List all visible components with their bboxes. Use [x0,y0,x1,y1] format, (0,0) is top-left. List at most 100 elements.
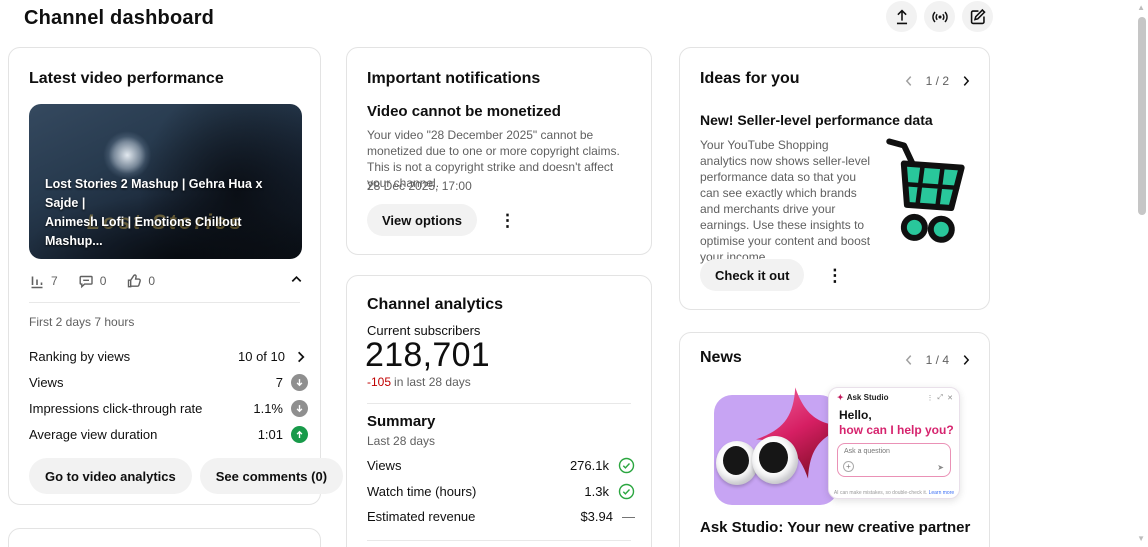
delta-value: -105 [367,375,392,389]
thumbnail-watermark: Lost Stories [86,211,245,234]
chevron-up-icon [291,275,302,282]
collapse-card-button[interactable] [285,268,308,294]
latest-video-performance-card: Latest video performance Lost Stories Lo… [8,47,344,505]
summary-value: 276.1k [569,457,609,473]
edit-icon [970,8,986,24]
upload-video-button[interactable] [886,1,917,32]
news-illustration[interactable]: ✦ Ask Studio ⋮ ⤢ ✕ Hello, how can I help… [710,383,962,509]
notification-body: Your video "28 December 2025" cannot be … [367,128,620,190]
chat-header: ✦ Ask Studio ⋮ ⤢ ✕ [837,393,953,402]
chat-learn-more-link: Learn more [928,490,955,496]
trend-down-icon [291,373,308,391]
topbar-actions [886,1,993,32]
check-it-out-button[interactable]: Check it out [700,259,805,291]
create-post-button[interactable] [962,1,993,32]
metric-label: Views [29,374,64,390]
pager-count: 1 / 2 [925,74,949,88]
summary-period: Last 28 days [367,434,436,448]
current-subscribers-value: 218,701 [365,336,491,374]
chevron-left-icon [905,355,911,365]
news-card: News 1 / 4 [679,332,990,547]
chat-window-controls: ⋮ ⤢ ✕ [927,394,953,402]
chat-input-placeholder: Ask a question [844,448,890,455]
ask-studio-chat-mock: ✦ Ask Studio ⋮ ⤢ ✕ Hello, how can I help… [828,387,960,499]
ideas-pager: 1 / 2 [900,72,975,90]
notification-title: Video cannot be monetized [367,103,561,120]
googly-eye-right [752,436,798,484]
view-options-button[interactable]: View options [367,204,477,236]
summary-row-watch-time: Watch time (hours) 1.3k [367,479,635,503]
chat-close-icon: ✕ [947,394,953,402]
chat-title: Ask Studio [846,393,889,402]
video-thumbnail[interactable]: Lost Stories Lost Stories 2 Mashup | Geh… [29,104,302,259]
pink-star-illustration [747,379,856,492]
chevron-right-icon [298,351,305,362]
pager-next-button[interactable] [957,72,975,90]
trend-up-icon [291,425,308,443]
pager-next-button[interactable] [957,351,975,369]
delta-suffix: in last 28 days [394,375,471,389]
scrollbar-thumb[interactable] [1138,17,1146,215]
card-title-news: News [700,349,742,366]
chat-input-mock: Ask a question + ➤ [837,443,951,477]
summary-title: Summary [367,413,436,430]
page-title: Channel dashboard [24,7,215,29]
chat-expand-icon: ⤢ [937,393,944,401]
chat-greeting-line-2: how can I help you? [839,423,954,437]
pager-prev-button[interactable] [900,351,918,369]
go-to-video-analytics-button[interactable]: Go to video analytics [29,458,192,494]
scroll-up-arrow[interactable]: ▲ [1137,3,1145,12]
more-options-icon[interactable]: ⋮ [820,263,849,288]
see-comments-button[interactable]: See comments (0) [199,458,344,494]
metric-row-ranking[interactable]: Ranking by views 10 of 10 [29,343,308,369]
video-title-line-1: Lost Stories 2 Mashup | Gehra Hua x Sajd… [45,177,263,210]
summary-row-views: Views 276.1k [367,453,635,477]
summary-row-revenue: Estimated revenue $3.94 — [367,504,635,528]
scroll-down-arrow[interactable]: ▼ [1137,534,1145,543]
notification-actions: View options ⋮ [367,204,522,236]
video-title-line-2: Animesh Lofi | Emotions Chillout Mashup.… [45,215,242,248]
metric-row-avg-duration: Average view duration 1:01 [29,421,308,447]
chevron-right-icon [963,76,970,86]
news-pager: 1 / 4 [900,351,975,369]
video-views-count: 7 [51,274,58,288]
chat-plus-icon: + [843,461,854,472]
card-title-notifications: Important notifications [367,70,541,87]
likes-icon [128,274,142,288]
check-circle-icon [618,457,635,473]
latest-video-actions: Go to video analytics See comments (0) [29,458,344,494]
pager-count: 1 / 4 [925,353,949,367]
divider [29,302,300,303]
googly-eye-left [716,441,758,485]
ideas-for-you-card: Ideas for you 1 / 2 New! Seller-level pe… [679,47,990,310]
more-options-icon[interactable]: ⋮ [493,208,522,233]
go-live-button[interactable] [924,1,955,32]
comments-icon [79,275,93,289]
metric-label: Impressions click-through rate [29,400,203,416]
metric-value: 10 of 10 [238,348,285,364]
summary-label: Estimated revenue [367,508,476,524]
card-title-analytics: Channel analytics [367,296,504,313]
card-title-ideas: Ideas for you [700,70,800,87]
analytics-bars-icon [31,276,43,289]
notification-date: 28 Dec 2025, 17:00 [367,179,472,193]
metric-row-views: Views 7 [29,369,308,395]
metric-value: 1:01 [257,426,283,442]
metric-label: Ranking by views [29,348,131,364]
ideas-actions: Check it out ⋮ [700,259,849,291]
trend-down-icon [291,399,308,417]
broadcast-icon [931,11,948,22]
video-period-label: First 2 days 7 hours [29,315,135,329]
metric-value: 1.1% [253,400,283,416]
idea-body: Your YouTube Shopping analytics now show… [700,138,871,264]
chevron-left-icon [905,76,911,86]
spark-icon: ✦ [837,393,844,402]
pager-prev-button[interactable] [900,72,918,90]
metric-label: Average view duration [29,426,158,442]
channel-analytics-card: Channel analytics Current subscribers 21… [346,275,652,547]
chat-disclaimer: AI can make mistakes, so double-check it… [833,490,955,496]
metric-value: 7 [275,374,283,390]
divider [367,403,631,404]
shopping-cart-illustration [878,134,970,251]
